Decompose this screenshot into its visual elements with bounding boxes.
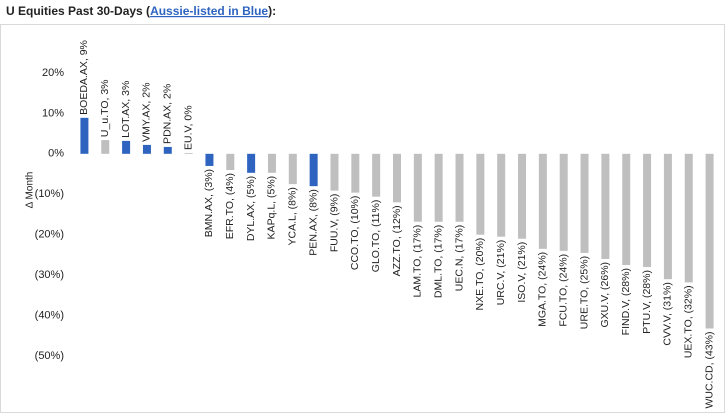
data-label: KAPq.L, (5%) — [266, 176, 278, 240]
bar — [538, 153, 547, 249]
data-label: CCO.TO, (10%) — [349, 196, 361, 270]
chart-title: U Equities Past 30-Days (Aussie-listed i… — [6, 4, 276, 18]
data-label: PTU.V, (28%) — [641, 270, 653, 334]
bar — [184, 153, 193, 154]
bar — [393, 153, 401, 203]
y-tick-label: (20%) — [35, 229, 64, 241]
data-label: VMY.AX, 2% — [141, 83, 153, 142]
bar — [476, 153, 485, 235]
bar — [455, 153, 464, 222]
data-label: FUU.V, (9%) — [328, 194, 340, 253]
data-label: LAM.TO, (17%) — [412, 225, 424, 298]
bar — [684, 153, 693, 283]
data-label: PEN.AX, (8%) — [307, 189, 319, 256]
y-tick-label: (10%) — [35, 188, 64, 200]
bar — [705, 153, 714, 329]
bar — [267, 153, 276, 173]
bar — [226, 153, 235, 170]
bar — [309, 153, 318, 187]
data-label: YCA.L, (8%) — [287, 187, 299, 245]
data-label: NXE.TO, (20%) — [474, 238, 486, 311]
title-text: U Equities Past 30-Days ( — [6, 4, 150, 18]
y-tick-label: 10% — [42, 107, 64, 119]
data-label: LOT.AX, 3% — [120, 81, 132, 138]
bar — [518, 153, 527, 239]
data-label: U_u.TO, 3% — [99, 79, 111, 137]
data-label: DML.TO, (17%) — [432, 225, 444, 298]
data-label: ISO.V, (21%) — [516, 242, 528, 303]
bar — [351, 153, 360, 193]
data-label: UEX.TO, (32%) — [683, 285, 695, 358]
chart-frame — [0, 24, 725, 413]
bar — [413, 153, 422, 222]
y-tick-label: (30%) — [35, 269, 64, 281]
data-label: GLO.TO, (11%) — [370, 200, 382, 273]
data-label: EFR.TO, (4%) — [224, 173, 236, 239]
data-label: URC.V, (21%) — [495, 240, 507, 306]
y-tick-label: 20% — [42, 67, 64, 79]
y-tick-label: (50%) — [35, 350, 64, 362]
data-label: WUC.CD, (43%) — [703, 332, 715, 409]
bar — [497, 153, 506, 237]
data-label: URE.TO, (25%) — [578, 256, 590, 329]
data-label: BOEDA.AX, 9% — [78, 40, 90, 115]
y-tick-label: (40%) — [35, 309, 64, 321]
bar — [163, 146, 172, 154]
bar — [330, 153, 339, 191]
data-label: EU.V, 0% — [182, 105, 194, 150]
data-label: FCU.TO, (24%) — [557, 254, 569, 327]
bar — [434, 153, 443, 222]
bar — [101, 140, 110, 154]
data-label: BMN.AX, (3%) — [203, 169, 215, 237]
bar — [205, 153, 214, 166]
data-label: CVV.V, (31%) — [662, 282, 674, 345]
bar — [122, 140, 131, 154]
data-label: AZZ.TO, (12%) — [391, 205, 403, 276]
bar — [142, 144, 151, 154]
bar — [622, 153, 631, 266]
bar — [663, 153, 672, 280]
title-highlight: Aussie-listed in Blue — [150, 4, 268, 18]
data-label: GXU.V, (26%) — [599, 262, 611, 328]
bar — [247, 153, 256, 173]
bar — [372, 153, 381, 197]
data-label: DYL.AX, (5%) — [245, 176, 257, 241]
bar — [643, 153, 652, 268]
bar — [559, 153, 568, 251]
bar — [580, 153, 589, 253]
y-axis-label: Δ Month — [25, 172, 36, 209]
bar — [601, 153, 610, 259]
title-end: ): — [268, 4, 276, 18]
data-label: FIND.V, (28%) — [620, 268, 632, 335]
data-label: PDN.AX, 2% — [162, 84, 174, 144]
bar — [80, 117, 89, 154]
data-label: MGA.TO, (24%) — [537, 252, 549, 327]
bar — [288, 153, 297, 185]
y-tick-label: 0% — [48, 148, 64, 160]
data-label: UEC.N, (17%) — [453, 225, 465, 292]
